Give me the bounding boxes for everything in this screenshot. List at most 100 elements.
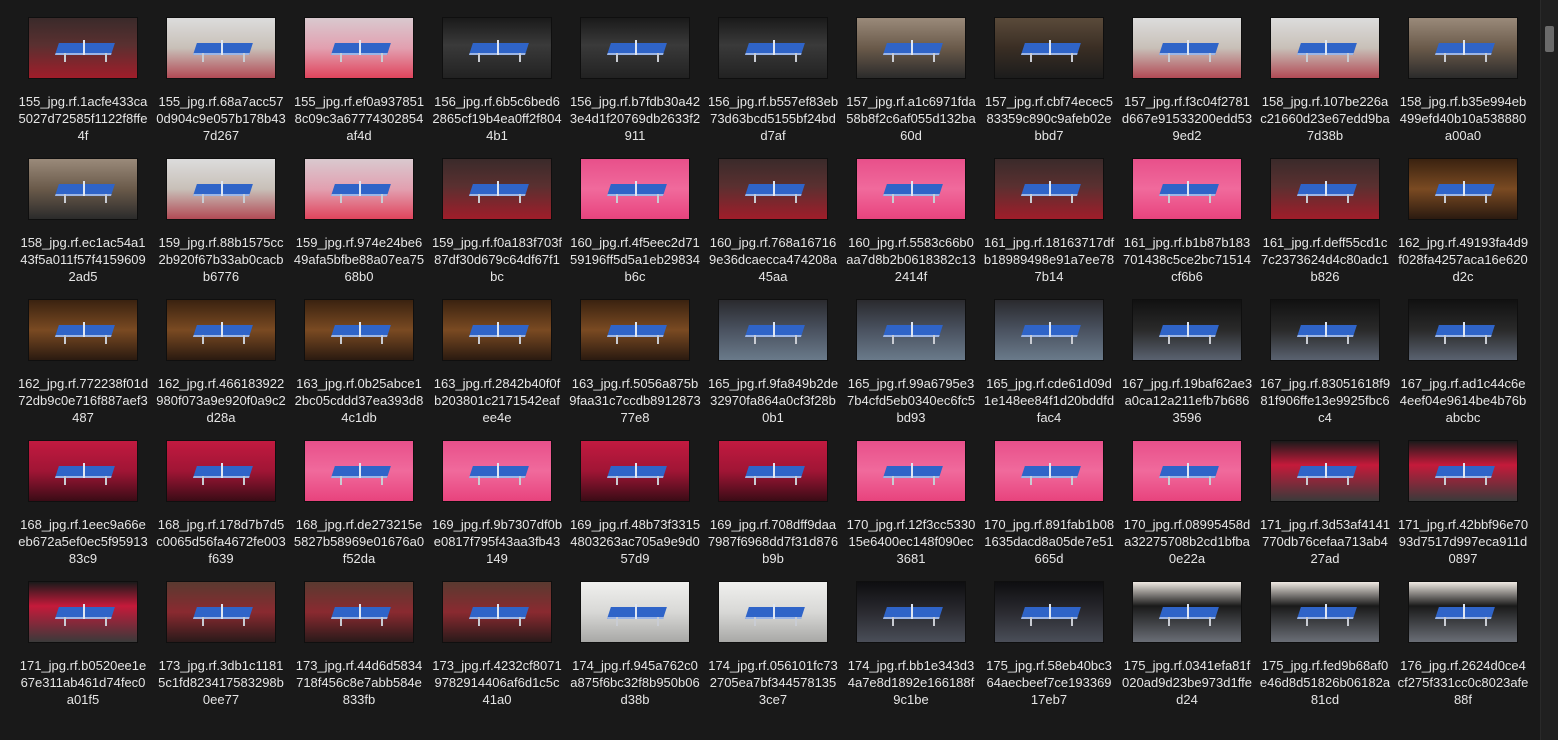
file-item[interactable]: 167_jpg.rf.19baf62ae3a0ca12a211efb7b6863…: [1118, 294, 1256, 435]
image-thumbnail[interactable]: [29, 18, 137, 78]
image-thumbnail[interactable]: [857, 582, 965, 642]
file-item[interactable]: 159_jpg.rf.88b1575cc2b920f67b33ab0cacbb6…: [152, 153, 290, 294]
image-thumbnail[interactable]: [305, 582, 413, 642]
image-thumbnail[interactable]: [167, 159, 275, 219]
image-thumbnail[interactable]: [1409, 582, 1517, 642]
file-item[interactable]: 161_jpg.rf.b1b87b183701438c5ce2bc71514cf…: [1118, 153, 1256, 294]
file-item[interactable]: 168_jpg.rf.1eec9a66eeb672a5ef0ec5f959138…: [14, 435, 152, 576]
image-thumbnail[interactable]: [443, 18, 551, 78]
image-thumbnail[interactable]: [995, 18, 1103, 78]
image-thumbnail[interactable]: [1409, 18, 1517, 78]
image-thumbnail[interactable]: [581, 300, 689, 360]
file-item[interactable]: 165_jpg.rf.cde61d09d1e148ee84f1d20bddfdf…: [980, 294, 1118, 435]
image-thumbnail[interactable]: [995, 159, 1103, 219]
image-thumbnail[interactable]: [719, 18, 827, 78]
image-thumbnail[interactable]: [443, 582, 551, 642]
image-thumbnail[interactable]: [1271, 159, 1379, 219]
file-item[interactable]: 157_jpg.rf.a1c6971fda58b8f2c6af055d132ba…: [842, 12, 980, 153]
image-thumbnail[interactable]: [1271, 441, 1379, 501]
file-item[interactable]: 175_jpg.rf.fed9b68af0e46d8d51826b06182a8…: [1256, 576, 1394, 717]
file-item[interactable]: 158_jpg.rf.107be226ac21660d23e67edd9ba7d…: [1256, 12, 1394, 153]
file-item[interactable]: 159_jpg.rf.974e24be649afa5bfbe88a07ea756…: [290, 153, 428, 294]
file-item[interactable]: 174_jpg.rf.056101fc732705ea7bf3445781353…: [704, 576, 842, 717]
image-thumbnail[interactable]: [1409, 159, 1517, 219]
image-thumbnail[interactable]: [1133, 441, 1241, 501]
file-item[interactable]: 168_jpg.rf.de273215e5827b58969e01676a0f5…: [290, 435, 428, 576]
image-thumbnail[interactable]: [857, 300, 965, 360]
file-item[interactable]: 161_jpg.rf.18163717dfb18989498e91a7ee787…: [980, 153, 1118, 294]
file-item[interactable]: 175_jpg.rf.58eb40bc364aecbeef7ce19336917…: [980, 576, 1118, 717]
image-thumbnail[interactable]: [995, 582, 1103, 642]
file-item[interactable]: 173_jpg.rf.4232cf80719782914406af6d1c5c4…: [428, 576, 566, 717]
image-thumbnail[interactable]: [1271, 18, 1379, 78]
image-thumbnail[interactable]: [1271, 582, 1379, 642]
image-thumbnail[interactable]: [29, 300, 137, 360]
image-thumbnail[interactable]: [29, 159, 137, 219]
file-item[interactable]: 160_jpg.rf.5583c66b0aa7d8b2b0618382c1324…: [842, 153, 980, 294]
file-item[interactable]: 160_jpg.rf.4f5eec2d7159196ff5d5a1eb29834…: [566, 153, 704, 294]
file-item[interactable]: 155_jpg.rf.1acfe433ca5027d72585f1122f8ff…: [14, 12, 152, 153]
image-thumbnail[interactable]: [167, 18, 275, 78]
file-item[interactable]: 169_jpg.rf.9b7307df0be0817f795f43aa3fb43…: [428, 435, 566, 576]
image-thumbnail[interactable]: [1409, 300, 1517, 360]
file-item[interactable]: 156_jpg.rf.b557ef83eb73d63bcd5155bf24bdd…: [704, 12, 842, 153]
file-item[interactable]: 174_jpg.rf.bb1e343d34a7e8d1892e166188f9c…: [842, 576, 980, 717]
file-item[interactable]: 163_jpg.rf.0b25abce12bc05cddd37ea393d84c…: [290, 294, 428, 435]
image-thumbnail[interactable]: [167, 582, 275, 642]
file-item[interactable]: 170_jpg.rf.891fab1b081635dacd8a05de7e516…: [980, 435, 1118, 576]
file-item[interactable]: 173_jpg.rf.44d6d5834718f456c8e7abb584e83…: [290, 576, 428, 717]
file-item[interactable]: 169_jpg.rf.708dff9daa7987f6968dd7f31d876…: [704, 435, 842, 576]
image-thumbnail[interactable]: [167, 300, 275, 360]
image-thumbnail[interactable]: [1133, 18, 1241, 78]
image-thumbnail[interactable]: [719, 582, 827, 642]
image-thumbnail[interactable]: [1409, 441, 1517, 501]
file-item[interactable]: 156_jpg.rf.b7fdb30a423e4d1f20769db2633f2…: [566, 12, 704, 153]
file-item[interactable]: 159_jpg.rf.f0a183f703f87df30d679c64df67f…: [428, 153, 566, 294]
file-item[interactable]: 176_jpg.rf.2624d0ce4cf275f331cc0c8023afe…: [1394, 576, 1532, 717]
image-thumbnail[interactable]: [857, 18, 965, 78]
scrollbar-thumb[interactable]: [1545, 26, 1554, 52]
file-item[interactable]: 162_jpg.rf.466183922980f073a9e920f0a9c2d…: [152, 294, 290, 435]
file-item[interactable]: 155_jpg.rf.68a7acc570d904c9e057b178b437d…: [152, 12, 290, 153]
image-thumbnail[interactable]: [719, 441, 827, 501]
file-item[interactable]: 170_jpg.rf.12f3cc533015e6400ec148f090ec3…: [842, 435, 980, 576]
image-thumbnail[interactable]: [305, 441, 413, 501]
file-item[interactable]: 171_jpg.rf.3d53af4141770db76cefaa713ab42…: [1256, 435, 1394, 576]
image-thumbnail[interactable]: [1133, 159, 1241, 219]
file-item[interactable]: 161_jpg.rf.deff55cd1c7c2373624d4c80adc1b…: [1256, 153, 1394, 294]
image-thumbnail[interactable]: [857, 441, 965, 501]
file-item[interactable]: 158_jpg.rf.b35e994eb499efd40b10a538880a0…: [1394, 12, 1532, 153]
file-item[interactable]: 167_jpg.rf.83051618f981f906ffe13e9925fbc…: [1256, 294, 1394, 435]
image-thumbnail[interactable]: [857, 159, 965, 219]
file-item[interactable]: 165_jpg.rf.9fa849b2de32970fa864a0cf3f28b…: [704, 294, 842, 435]
file-item[interactable]: 155_jpg.rf.ef0a9378518c09c3a67774302854a…: [290, 12, 428, 153]
file-item[interactable]: 162_jpg.rf.772238f01d72db9c0e716f887aef3…: [14, 294, 152, 435]
file-item[interactable]: 174_jpg.rf.945a762c0a875f6bc32f8b950b06d…: [566, 576, 704, 717]
file-item[interactable]: 165_jpg.rf.99a6795e37b4cfd5eb0340ec6fc5b…: [842, 294, 980, 435]
image-thumbnail[interactable]: [995, 300, 1103, 360]
image-thumbnail[interactable]: [719, 300, 827, 360]
image-thumbnail[interactable]: [305, 300, 413, 360]
file-item[interactable]: 167_jpg.rf.ad1c44c6e4eef04e9614be4b76bab…: [1394, 294, 1532, 435]
image-thumbnail[interactable]: [29, 582, 137, 642]
file-item[interactable]: 169_jpg.rf.48b73f33154803263ac705a9e9d05…: [566, 435, 704, 576]
file-item[interactable]: 158_jpg.rf.ec1ac54a143f5a011f57f41596092…: [14, 153, 152, 294]
image-thumbnail[interactable]: [581, 18, 689, 78]
image-thumbnail[interactable]: [443, 300, 551, 360]
image-thumbnail[interactable]: [581, 582, 689, 642]
file-item[interactable]: 171_jpg.rf.b0520ee1e67e311ab461d74fec0a0…: [14, 576, 152, 717]
file-item[interactable]: 171_jpg.rf.42bbf96e7093d7517d997eca911d0…: [1394, 435, 1532, 576]
image-thumbnail[interactable]: [581, 159, 689, 219]
file-item[interactable]: 168_jpg.rf.178d7b7d5c0065d56fa4672fe003f…: [152, 435, 290, 576]
image-thumbnail[interactable]: [995, 441, 1103, 501]
image-thumbnail[interactable]: [719, 159, 827, 219]
file-item[interactable]: 163_jpg.rf.5056a875b9faa31c7ccdb89128737…: [566, 294, 704, 435]
image-thumbnail[interactable]: [1271, 300, 1379, 360]
file-item[interactable]: 175_jpg.rf.0341efa81f020ad9d23be973d1ffe…: [1118, 576, 1256, 717]
image-thumbnail[interactable]: [443, 441, 551, 501]
image-thumbnail[interactable]: [305, 18, 413, 78]
file-item[interactable]: 162_jpg.rf.49193fa4d9f028fa4257aca16e620…: [1394, 153, 1532, 294]
image-thumbnail[interactable]: [1133, 582, 1241, 642]
image-thumbnail[interactable]: [305, 159, 413, 219]
image-thumbnail[interactable]: [443, 159, 551, 219]
